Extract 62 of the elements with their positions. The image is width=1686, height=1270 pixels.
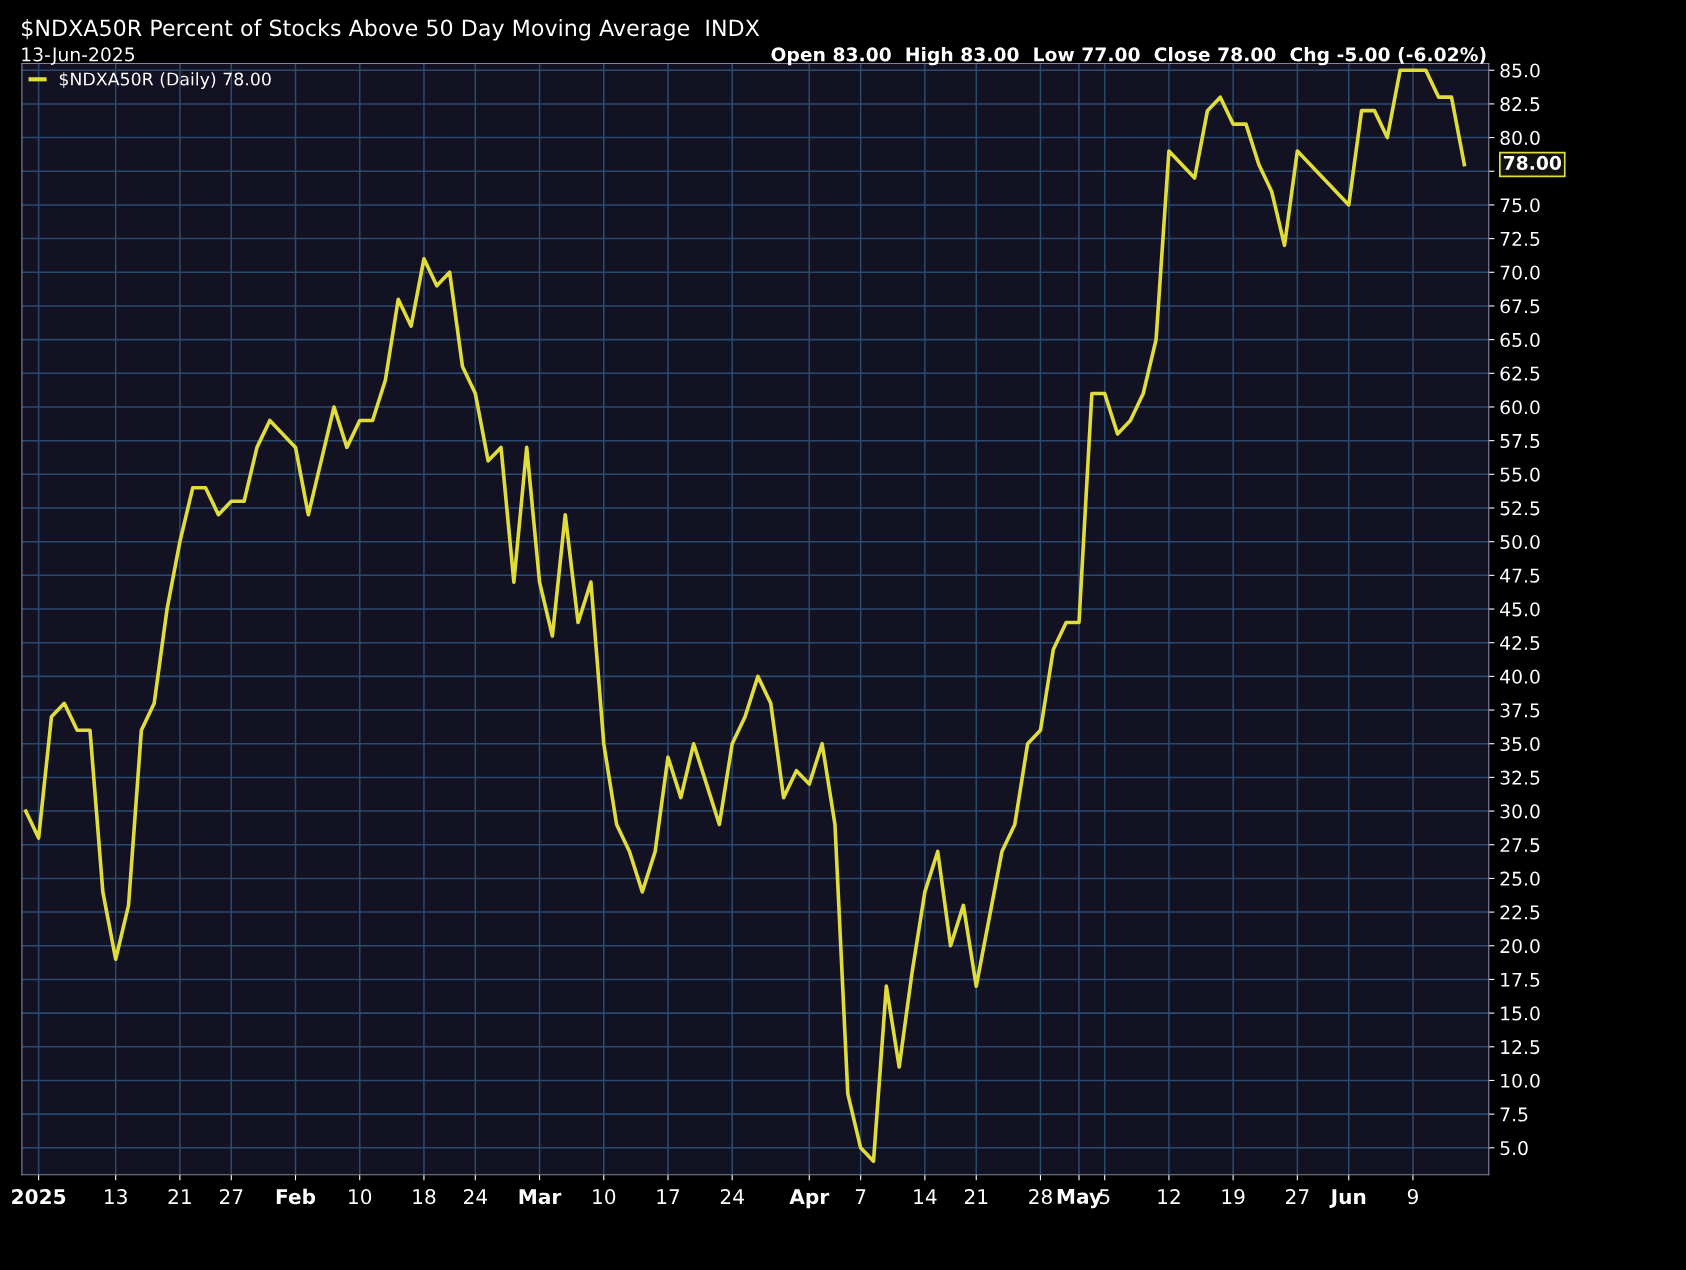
x-tick-label: 10 [593, 1188, 616, 1205]
x-tick-label: 27 [219, 1188, 243, 1204]
x-tick-label: May [1057, 1189, 1102, 1209]
x-tick-label: 18 [413, 1188, 436, 1205]
x-tick-label: Mar [519, 1189, 562, 1205]
x-tick-label: 24 [720, 1188, 744, 1204]
x-tick-label: 9 [1407, 1188, 1418, 1205]
x-tick-label: 27 [1286, 1188, 1309, 1204]
x-tick-label: 14 [914, 1189, 937, 1204]
x-tick-label: 2025 [12, 1188, 66, 1205]
y-tick-label: 70.0 [1500, 265, 1540, 280]
y-tick-label: 60.0 [1500, 400, 1540, 415]
y-tick-label: 27.5 [1500, 837, 1540, 853]
x-tick-label: 7 [855, 1189, 866, 1204]
x-tick-label: 21 [964, 1188, 988, 1204]
legend-label: $NDXA50R (Daily) 78.00 [59, 72, 271, 89]
y-tick-label: 12.5 [1501, 1040, 1540, 1055]
x-tick-label: 13 [105, 1188, 127, 1205]
y-tick-label: 82.5 [1500, 97, 1540, 112]
y-tick-label: 52.5 [1500, 501, 1540, 516]
y-tick-label: 15.0 [1501, 1006, 1540, 1021]
y-tick-label: 57.5 [1500, 434, 1540, 449]
text: 78.00 [1503, 155, 1562, 170]
y-tick-label: 32.5 [1500, 770, 1540, 785]
x-tick-label: 28 [1029, 1188, 1052, 1205]
chart-title: $NDXA50R Percent of Stocks Above 50 Day Moving Average INDX [22, 19, 760, 41]
x-tick-label: Feb [276, 1188, 316, 1205]
x-tick-label: 5 [1099, 1189, 1110, 1205]
y-tick-label: 40.0 [1500, 669, 1540, 684]
y-tick-label: 20.0 [1500, 938, 1540, 954]
y-tick-label: 72.5 [1500, 231, 1540, 246]
y-tick-label: 67.5 [1500, 299, 1540, 314]
y-tick-label: 42.5 [1500, 635, 1540, 651]
y-tick-label: 62.5 [1500, 366, 1540, 381]
y-tick-label: 37.5 [1500, 703, 1540, 718]
y-tick-label: 85.0 [1500, 63, 1540, 78]
annotation: Open 83.00 High 83.00 Low 77.00 Close 78.00 Chg -5.00 (-6.02%) [771, 46, 1486, 66]
y-tick-label: 50.0 [1500, 534, 1540, 550]
y-tick-label: 45.0 [1500, 602, 1540, 617]
line-series [23, 68, 1467, 1164]
y-tick-label: 30.0 [1500, 804, 1540, 819]
y-tick-label: 7.5 [1500, 1107, 1528, 1122]
x-tick-label: Jun [1329, 1189, 1366, 1208]
y-tick-label: 55.0 [1500, 467, 1540, 482]
x-tick-label: 12 [1158, 1188, 1180, 1204]
y-tick-label: 25.0 [1500, 871, 1540, 886]
x-tick-label: 17 [657, 1189, 680, 1204]
y-tick-label: 75.0 [1500, 198, 1540, 213]
y-tick-label: 80.0 [1500, 130, 1540, 145]
y-tick-label: 65.0 [1500, 332, 1540, 348]
x-tick-label: 24 [463, 1188, 488, 1204]
chart-subtitle: 13-Jun-2025 [22, 47, 135, 65]
x-tick-label: Apr [789, 1189, 830, 1209]
x-tick-label: 19 [1222, 1188, 1245, 1205]
y-tick-label: 35.0 [1500, 736, 1540, 752]
y-tick-label: 47.5 [1500, 568, 1540, 583]
y-tick-label: 17.5 [1501, 972, 1540, 987]
y-tick-label: 22.5 [1500, 905, 1540, 920]
x-tick-label: 21 [168, 1188, 191, 1204]
y-tick-label: 5.0 [1500, 1141, 1528, 1156]
x-tick-label: 10 [349, 1188, 372, 1205]
y-tick-label: 10.0 [1501, 1073, 1540, 1088]
